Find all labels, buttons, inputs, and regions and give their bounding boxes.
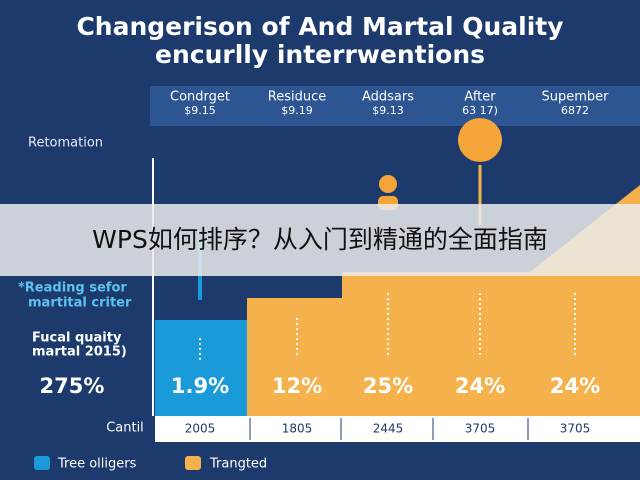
title-line: Changerison of And Martal Quality <box>76 12 563 41</box>
column-year: 2445 <box>373 422 404 436</box>
column-value: 63 17) <box>462 104 498 117</box>
title-line: encurlly interrwentions <box>155 40 485 69</box>
column-percent: 1.9% <box>171 374 229 398</box>
year-row <box>155 416 640 442</box>
column-percent: 24% <box>550 374 600 398</box>
column-name: Residuce <box>268 90 326 105</box>
columns: Condrget$9.15 1.9% 2005 Residuce$9.19 12% 180… <box>170 90 610 440</box>
orange-steps <box>247 185 640 416</box>
column-name: Supember <box>542 90 610 105</box>
circle-icon <box>458 118 502 162</box>
column-value: 6872 <box>561 104 589 117</box>
person-icon <box>379 175 397 193</box>
legend-label: Tree olligers <box>57 457 137 472</box>
column-year: 2005 <box>185 422 216 436</box>
blue-block <box>155 320 247 416</box>
column-value: $9.13 <box>372 104 404 117</box>
note-line: martital criter <box>28 296 132 311</box>
banner-text: WPS如何排序？从入门到精通的全面指南 <box>92 225 548 254</box>
metric-value: 275% <box>40 374 105 398</box>
metric-line: martal 2015) <box>32 345 127 360</box>
column-year: 3705 <box>560 422 591 436</box>
column-percent: 25% <box>363 374 413 398</box>
column-year: 3705 <box>465 422 496 436</box>
column-name: After <box>464 90 496 105</box>
footer-label: Cantil <box>106 421 144 436</box>
column-value: $9.19 <box>281 104 313 117</box>
banner <box>0 204 640 276</box>
legend-icon <box>34 456 50 470</box>
column-value: $9.15 <box>184 104 216 117</box>
note-line: *Reading sefor <box>18 281 127 296</box>
legend-icon <box>185 456 201 470</box>
side-label: Retomation <box>28 136 103 151</box>
column-year: 1805 <box>282 422 313 436</box>
metric-line: Fucal quaity <box>32 331 122 346</box>
column-percent: 24% <box>455 374 505 398</box>
column-name: Addsars <box>362 90 414 105</box>
legend-label: Trangted <box>209 457 267 472</box>
column-name: Condrget <box>170 90 230 105</box>
column-percent: 12% <box>272 374 322 398</box>
header-row <box>150 86 640 126</box>
